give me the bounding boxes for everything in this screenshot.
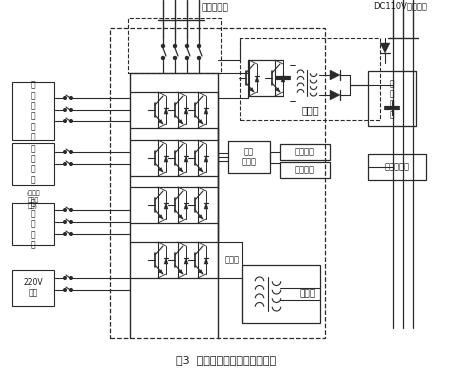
Text: 变压器: 变压器 (300, 290, 316, 299)
Circle shape (70, 233, 72, 235)
Circle shape (64, 233, 66, 235)
Bar (12, 270, 54, 306)
Circle shape (70, 97, 72, 99)
Bar (12, 82, 54, 140)
Circle shape (198, 56, 201, 59)
Bar (228, 141, 270, 173)
Circle shape (64, 221, 66, 223)
Polygon shape (204, 258, 208, 264)
Text: 空调机组: 空调机组 (295, 147, 315, 156)
Polygon shape (204, 108, 208, 114)
Circle shape (173, 56, 177, 59)
Polygon shape (204, 203, 208, 209)
Circle shape (70, 277, 72, 279)
Polygon shape (380, 43, 390, 53)
Circle shape (70, 209, 72, 211)
Polygon shape (184, 108, 188, 114)
Bar (12, 143, 54, 185)
Text: 客
室
电
热: 客 室 电 热 (31, 144, 35, 184)
Polygon shape (255, 76, 259, 82)
Circle shape (70, 289, 72, 291)
Polygon shape (164, 108, 168, 114)
Circle shape (70, 221, 72, 223)
Text: (由空调
控制柜
供电): (由空调 控制柜 供电) (26, 191, 40, 209)
Text: 电力连接器: 电力连接器 (202, 3, 228, 12)
Circle shape (64, 120, 66, 122)
Text: DC110V供电干线: DC110V供电干线 (373, 2, 427, 11)
Text: 220V
插座: 220V 插座 (23, 278, 43, 298)
Circle shape (64, 109, 66, 111)
Polygon shape (164, 258, 168, 264)
Circle shape (64, 289, 66, 291)
Bar (110, 28, 325, 338)
Circle shape (70, 151, 72, 153)
Bar (12, 203, 54, 245)
Circle shape (185, 45, 188, 48)
Bar (128, 18, 221, 73)
Text: 空调
控制柜: 空调 控制柜 (241, 147, 256, 167)
Circle shape (162, 56, 164, 59)
Text: 温
梯
等
负
载: 温 梯 等 负 载 (31, 199, 35, 249)
Bar (242, 265, 320, 323)
Polygon shape (184, 203, 188, 209)
Bar (280, 162, 330, 178)
Circle shape (70, 109, 72, 111)
Circle shape (70, 163, 72, 165)
Circle shape (162, 45, 164, 48)
Bar (368, 71, 416, 126)
Polygon shape (164, 203, 168, 209)
Text: 变换器: 变换器 (225, 256, 240, 265)
Polygon shape (184, 258, 188, 264)
Polygon shape (330, 90, 340, 100)
Bar (368, 154, 426, 180)
Text: 充电器: 充电器 (301, 105, 319, 115)
Text: 蓄
电
池
组: 蓄 电 池 组 (390, 79, 394, 119)
Circle shape (70, 120, 72, 122)
Circle shape (64, 163, 66, 165)
Text: 空调机组: 空调机组 (295, 166, 315, 175)
Polygon shape (184, 156, 188, 162)
Polygon shape (204, 156, 208, 162)
Text: 图3  客车供电系统主电路原理图: 图3 客车供电系统主电路原理图 (176, 355, 276, 365)
Circle shape (198, 45, 201, 48)
Polygon shape (281, 76, 285, 82)
Bar (240, 38, 380, 120)
Circle shape (64, 151, 66, 153)
Circle shape (173, 45, 177, 48)
Circle shape (64, 209, 66, 211)
Circle shape (64, 97, 66, 99)
Polygon shape (330, 70, 340, 80)
Circle shape (185, 56, 188, 59)
Text: 电
水
炉
排
风
机: 电 水 炉 排 风 机 (31, 81, 35, 141)
Polygon shape (164, 156, 168, 162)
Bar (280, 144, 330, 160)
Text: 照明控制柜: 照明控制柜 (385, 163, 410, 172)
Circle shape (64, 277, 66, 279)
